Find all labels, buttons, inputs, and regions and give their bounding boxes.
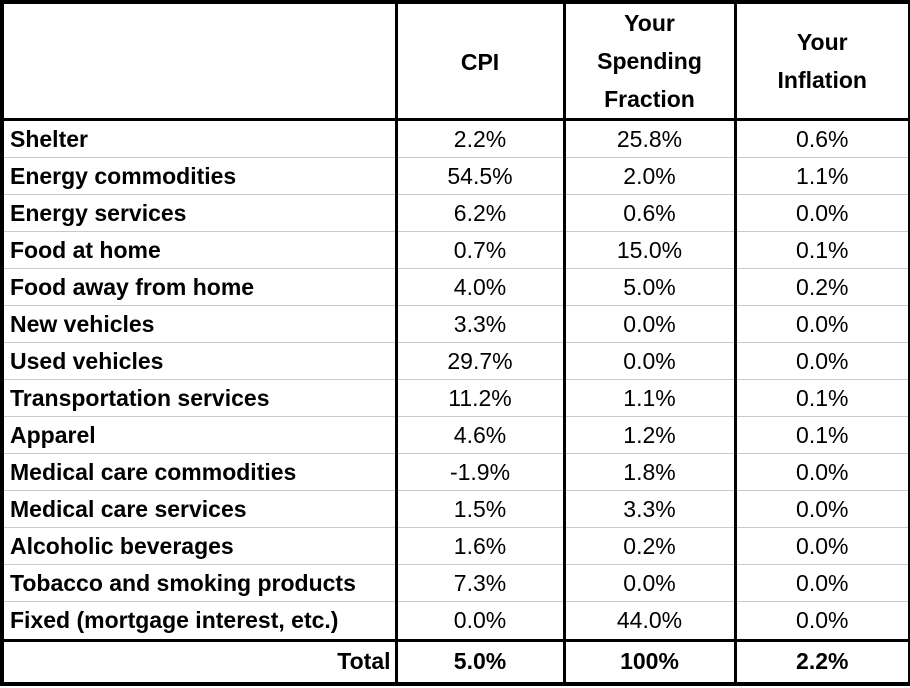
fraction-cell: 0.0% [562,564,735,602]
total-row: Total 5.0% 100% 2.2% [2,638,910,684]
row-label: Food at home [2,231,396,269]
fraction-cell: 0.0% [562,305,735,343]
row-label: Medical care services [2,490,396,528]
inflation-cell: 0.2% [733,268,910,306]
header-your-inflation-label: Your Inflation [777,29,867,93]
header-spending-fraction-label: Your Spending Fraction [597,10,702,112]
fraction-cell: 5.0% [562,268,735,306]
table-row-energy-commodities: Energy commodities 54.5% 2.0% 1.1% [2,157,910,195]
total-inflation-cell: 2.2% [733,638,910,684]
row-label: Shelter [2,118,396,158]
total-label: Total [2,638,396,684]
header-cpi: CPI [394,2,564,121]
cpi-cell: 29.7% [394,342,564,380]
inflation-cell: 0.0% [733,342,910,380]
cpi-cell: 0.7% [394,231,564,269]
table-header: CPI Your Spending Fraction Your Inflatio… [2,2,910,121]
table-row-energy-services: Energy services 6.2% 0.6% 0.0% [2,194,910,232]
inflation-cell: 0.0% [733,601,910,640]
cpi-cell: 0.0% [394,601,564,640]
inflation-cell: 0.0% [733,453,910,491]
inflation-cell: 0.0% [733,490,910,528]
cpi-cell: -1.9% [394,453,564,491]
fraction-cell: 0.6% [562,194,735,232]
cpi-cell: 2.2% [394,118,564,158]
header-your-inflation: Your Inflation [733,2,910,121]
fraction-cell: 15.0% [562,231,735,269]
table-row-shelter: Shelter 2.2% 25.8% 0.6% [2,118,910,158]
row-label: Transportation services [2,379,396,417]
fraction-cell: 2.0% [562,157,735,195]
table-row-alcoholic-beverages: Alcoholic beverages 1.6% 0.2% 0.0% [2,527,910,565]
fraction-cell: 1.2% [562,416,735,454]
row-label: Energy commodities [2,157,396,195]
fraction-cell: 0.2% [562,527,735,565]
header-blank-cell [2,2,396,121]
inflation-cell: 0.6% [733,118,910,158]
fraction-cell: 1.1% [562,379,735,417]
table-row-medical-services: Medical care services 1.5% 3.3% 0.0% [2,490,910,528]
inflation-cell: 0.1% [733,416,910,454]
fraction-cell: 25.8% [562,118,735,158]
row-label: Used vehicles [2,342,396,380]
inflation-cell: 1.1% [733,157,910,195]
inflation-cell: 0.0% [733,305,910,343]
table-row-fixed: Fixed (mortgage interest, etc.) 0.0% 44.… [2,601,910,640]
table-row-tobacco: Tobacco and smoking products 7.3% 0.0% 0… [2,564,910,602]
row-label: New vehicles [2,305,396,343]
inflation-cell: 0.0% [733,194,910,232]
row-label: Apparel [2,416,396,454]
cpi-cell: 11.2% [394,379,564,417]
fraction-cell: 0.0% [562,342,735,380]
inflation-cell: 0.0% [733,564,910,602]
table-row-food-away: Food away from home 4.0% 5.0% 0.2% [2,268,910,306]
fraction-cell: 3.3% [562,490,735,528]
table-body: Shelter 2.2% 25.8% 0.6% Energy commoditi… [2,118,910,640]
table-row-used-vehicles: Used vehicles 29.7% 0.0% 0.0% [2,342,910,380]
table-footer: Total 5.0% 100% 2.2% [2,638,910,684]
inflation-cell: 0.1% [733,231,910,269]
table-row-apparel: Apparel 4.6% 1.2% 0.1% [2,416,910,454]
row-label: Tobacco and smoking products [2,564,396,602]
cpi-cell: 1.5% [394,490,564,528]
table-row-medical-commodities: Medical care commodities -1.9% 1.8% 0.0% [2,453,910,491]
cpi-cell: 3.3% [394,305,564,343]
cpi-cell: 6.2% [394,194,564,232]
inflation-cell: 0.1% [733,379,910,417]
cpi-cell: 4.6% [394,416,564,454]
table-row-new-vehicles: New vehicles 3.3% 0.0% 0.0% [2,305,910,343]
row-label: Fixed (mortgage interest, etc.) [2,601,396,640]
row-label: Medical care commodities [2,453,396,491]
fraction-cell: 1.8% [562,453,735,491]
table-row-transportation-services: Transportation services 11.2% 1.1% 0.1% [2,379,910,417]
row-label: Alcoholic beverages [2,527,396,565]
header-cpi-label: CPI [460,48,500,75]
inflation-cell: 0.0% [733,527,910,565]
table-row-food-at-home: Food at home 0.7% 15.0% 0.1% [2,231,910,269]
cpi-cell: 54.5% [394,157,564,195]
header-row: CPI Your Spending Fraction Your Inflatio… [2,2,910,121]
total-fraction-cell: 100% [562,638,735,684]
row-label: Energy services [2,194,396,232]
fraction-cell: 44.0% [562,601,735,640]
cpi-cell: 4.0% [394,268,564,306]
cpi-cell: 7.3% [394,564,564,602]
header-spending-fraction: Your Spending Fraction [562,2,735,121]
row-label: Food away from home [2,268,396,306]
cpi-cell: 1.6% [394,527,564,565]
total-cpi-cell: 5.0% [394,638,564,684]
